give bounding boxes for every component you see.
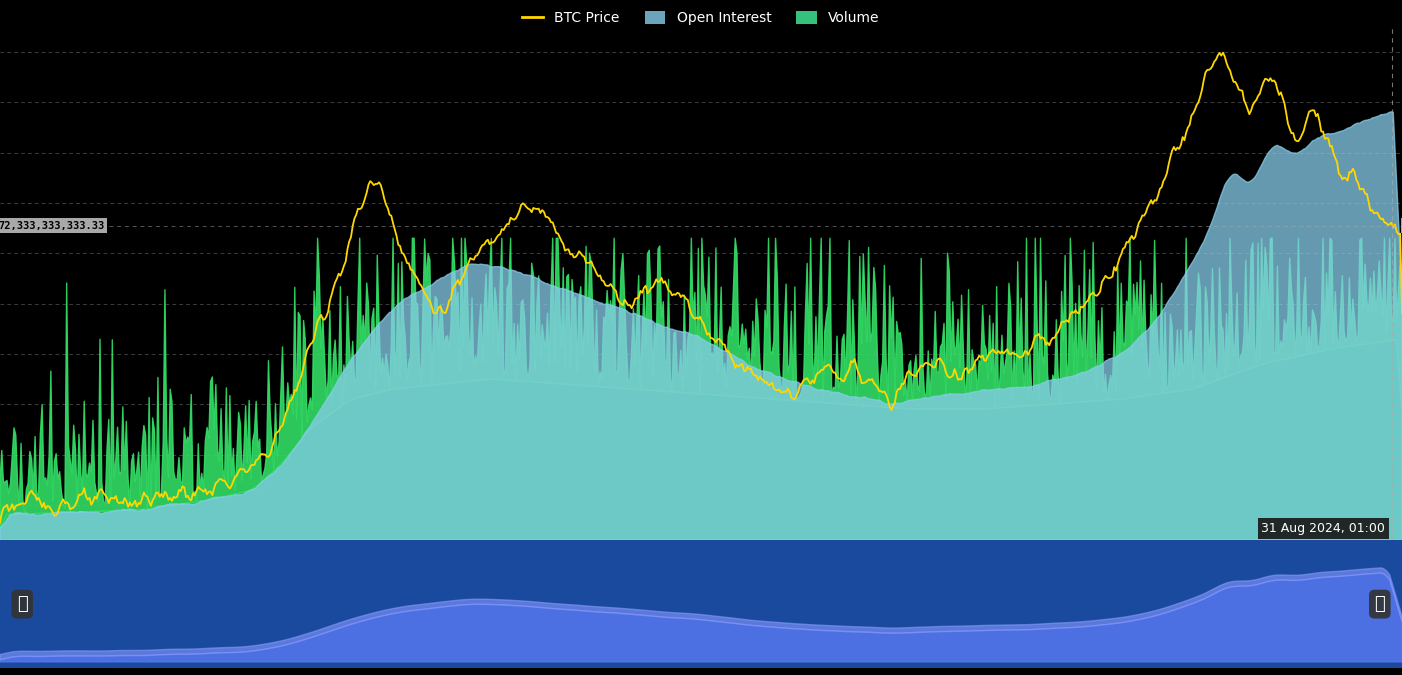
Legend: BTC Price, Open Interest, Volume: BTC Price, Open Interest, Volume [517, 5, 885, 31]
Text: ⏸: ⏸ [1374, 595, 1385, 613]
Text: ⏸: ⏸ [17, 595, 28, 613]
Text: 72,333,333,333.33: 72,333,333,333.33 [0, 221, 105, 231]
Text: 31 Aug 2024, 01:00: 31 Aug 2024, 01:00 [1262, 522, 1385, 535]
